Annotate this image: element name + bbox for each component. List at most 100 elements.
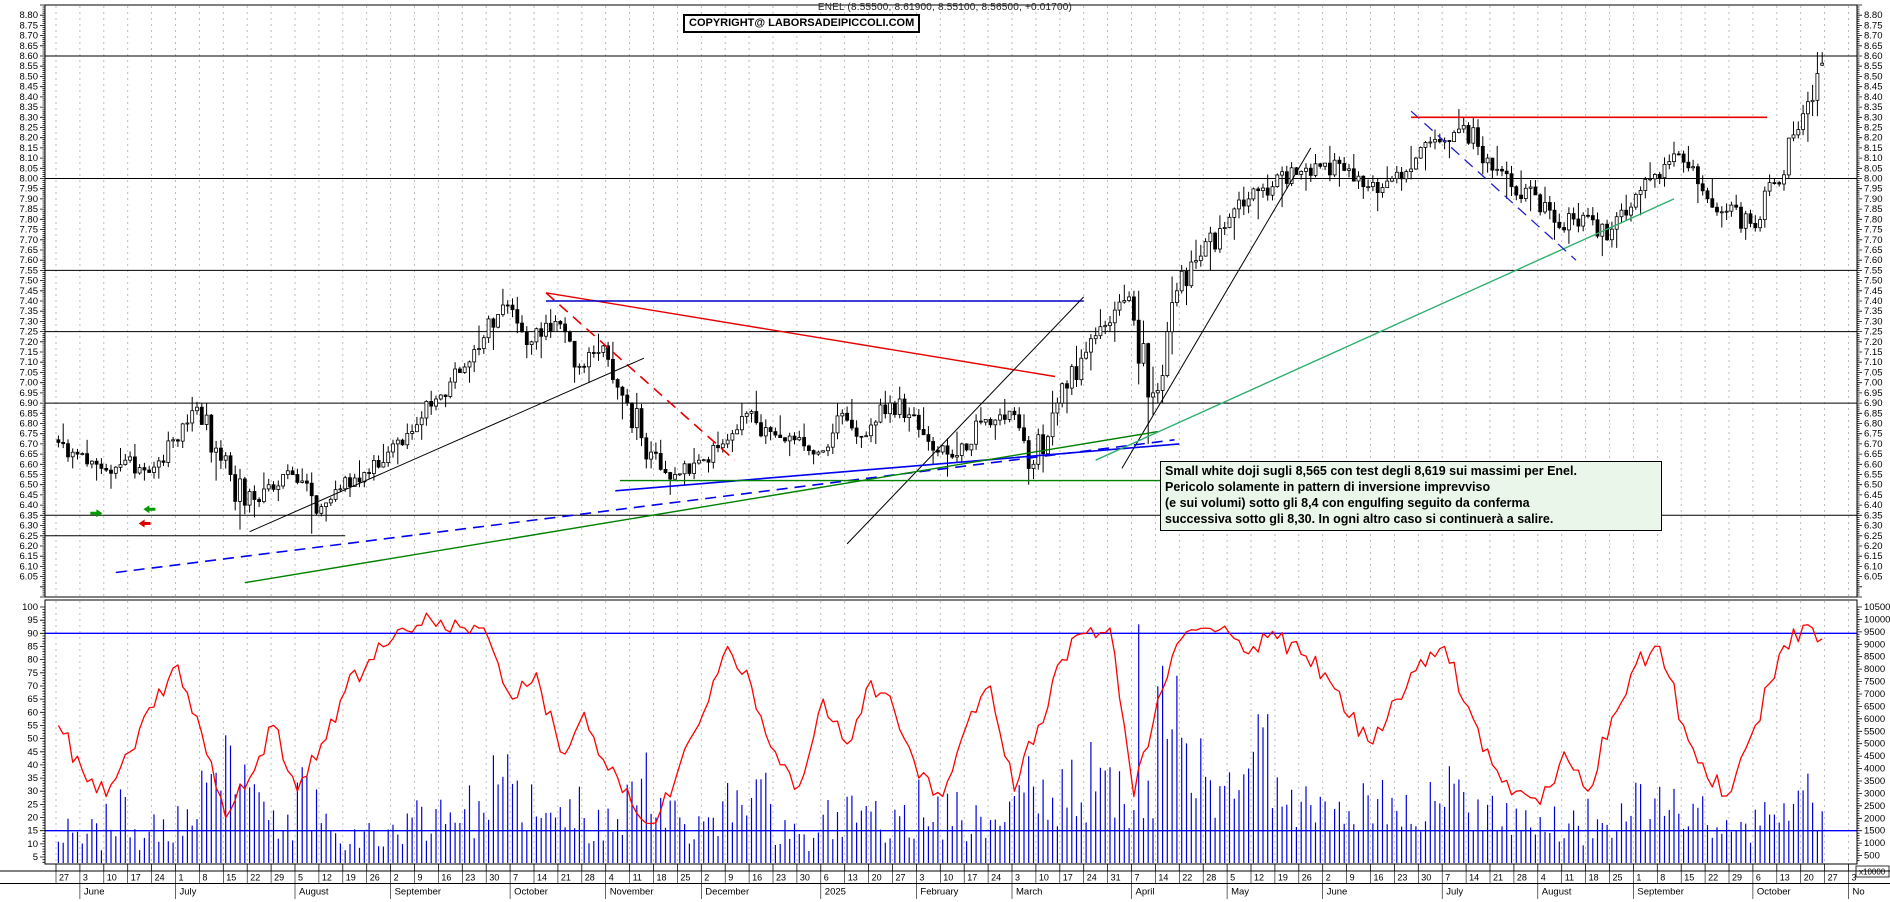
svg-text:14: 14	[537, 873, 547, 883]
arrow-markers	[90, 505, 156, 528]
svg-text:22: 22	[1182, 873, 1192, 883]
svg-text:February: February	[920, 887, 958, 898]
svg-text:7500: 7500	[1864, 677, 1885, 688]
svg-text:6.85: 6.85	[1864, 408, 1883, 419]
svg-text:6.90: 6.90	[20, 398, 39, 409]
svg-text:22: 22	[1708, 873, 1718, 883]
svg-text:6.20: 6.20	[20, 541, 39, 552]
svg-text:3000: 3000	[1864, 788, 1885, 799]
svg-text:7.15: 7.15	[20, 347, 39, 358]
svg-text:8.15: 8.15	[20, 143, 39, 154]
svg-text:7.20: 7.20	[1864, 337, 1883, 348]
svg-text:8.25: 8.25	[1864, 123, 1883, 134]
svg-text:7.10: 7.10	[20, 357, 39, 368]
svg-text:8.20: 8.20	[1864, 133, 1883, 144]
svg-text:2: 2	[704, 873, 709, 883]
svg-text:7.75: 7.75	[20, 225, 39, 236]
svg-text:10: 10	[1039, 873, 1049, 883]
svg-text:27: 27	[59, 873, 69, 883]
arrow-left-icon	[138, 519, 151, 528]
svg-text:9: 9	[1350, 873, 1355, 883]
arrow-right-icon	[90, 509, 103, 518]
svg-text:18: 18	[657, 873, 667, 883]
svg-text:7.45: 7.45	[1864, 286, 1883, 297]
svg-text:8.45: 8.45	[20, 82, 39, 93]
svg-text:4: 4	[1541, 873, 1546, 883]
svg-text:8.50: 8.50	[20, 71, 39, 82]
svg-text:8.35: 8.35	[20, 102, 39, 113]
svg-text:9000: 9000	[1864, 639, 1885, 650]
svg-text:90: 90	[27, 628, 38, 639]
svg-text:7.05: 7.05	[1864, 367, 1883, 378]
svg-text:8.30: 8.30	[20, 112, 39, 123]
svg-text:6.80: 6.80	[20, 419, 39, 430]
svg-text:8.55: 8.55	[20, 61, 39, 72]
svg-text:7.60: 7.60	[1864, 255, 1883, 266]
svg-text:6.40: 6.40	[1864, 500, 1883, 511]
svg-text:30: 30	[27, 786, 38, 797]
svg-text:17: 17	[131, 873, 141, 883]
svg-text:16: 16	[752, 873, 762, 883]
svg-text:3500: 3500	[1864, 776, 1885, 787]
svg-text:12: 12	[322, 873, 332, 883]
svg-text:8.00: 8.00	[20, 174, 39, 185]
svg-text:7.95: 7.95	[20, 184, 39, 195]
svg-text:7.95: 7.95	[1864, 184, 1883, 195]
svg-text:6.25: 6.25	[1864, 531, 1883, 542]
svg-text:4: 4	[609, 873, 614, 883]
svg-text:11: 11	[1565, 873, 1574, 883]
svg-text:70: 70	[27, 681, 38, 692]
svg-text:100: 100	[22, 602, 38, 613]
svg-text:8.65: 8.65	[20, 41, 39, 52]
svg-text:10: 10	[27, 839, 38, 850]
svg-text:27: 27	[896, 873, 906, 883]
analysis-note-line: Pericolo solamente in pattern di inversi…	[1165, 479, 1491, 494]
svg-text:14: 14	[1158, 873, 1168, 883]
svg-text:55: 55	[27, 720, 38, 731]
svg-text:6.35: 6.35	[1864, 510, 1883, 521]
oscillator-line	[57, 612, 1823, 825]
lower-pane-axes: 5 10 15 20 25 30 35 40 45 50 55 60 65 70 75 80 85 90 95 100…	[22, 602, 1890, 863]
svg-text:7.85: 7.85	[20, 204, 39, 215]
svg-text:7: 7	[513, 873, 518, 883]
svg-text:7.35: 7.35	[20, 306, 39, 317]
svg-text:4500: 4500	[1864, 751, 1885, 762]
svg-text:June: June	[84, 887, 105, 898]
svg-text:6: 6	[1756, 873, 1761, 883]
svg-text:10000: 10000	[1864, 614, 1890, 625]
svg-text:60: 60	[27, 707, 38, 718]
svg-text:July: July	[1446, 887, 1463, 898]
svg-text:7.70: 7.70	[20, 235, 39, 246]
svg-text:8.80: 8.80	[20, 10, 39, 21]
oscillator-threshold-lines	[45, 632, 1857, 832]
svg-text:6.10: 6.10	[1864, 561, 1883, 572]
svg-text:8.25: 8.25	[20, 123, 39, 134]
svg-text:8.50: 8.50	[1864, 71, 1883, 82]
svg-text:6.50: 6.50	[1864, 480, 1883, 491]
svg-text:7.25: 7.25	[1864, 327, 1883, 338]
analysis-note-line: successiva sotto gli 8,30. In ogni altro…	[1165, 511, 1554, 526]
svg-text:3: 3	[919, 873, 924, 883]
svg-text:24: 24	[155, 873, 165, 883]
svg-text:75: 75	[27, 668, 38, 679]
svg-text:6.50: 6.50	[20, 480, 39, 491]
svg-text:45: 45	[27, 747, 38, 758]
svg-text:6.55: 6.55	[1864, 470, 1883, 481]
svg-text:85: 85	[27, 642, 38, 653]
svg-text:6.60: 6.60	[20, 459, 39, 470]
svg-text:31: 31	[1111, 873, 1121, 883]
svg-text:5500: 5500	[1864, 726, 1885, 737]
chart-title: ENEL (8.55500, 8.61900, 8.55100, 8.56500…	[817, 2, 1073, 13]
svg-text:6.40: 6.40	[20, 500, 39, 511]
svg-text:19: 19	[346, 873, 356, 883]
analysis-note-line: Small white doji sugli 8,565 con test de…	[1165, 464, 1577, 478]
svg-text:7.85: 7.85	[1864, 204, 1883, 215]
svg-text:2025: 2025	[825, 887, 846, 898]
svg-text:26: 26	[370, 873, 380, 883]
svg-text:21: 21	[561, 873, 571, 883]
svg-text:95: 95	[27, 615, 38, 626]
svg-text:8.30: 8.30	[1864, 112, 1883, 123]
analysis-note: Small white doji sugli 8,565 con test de…	[1160, 461, 1662, 531]
svg-text:23: 23	[1397, 873, 1407, 883]
